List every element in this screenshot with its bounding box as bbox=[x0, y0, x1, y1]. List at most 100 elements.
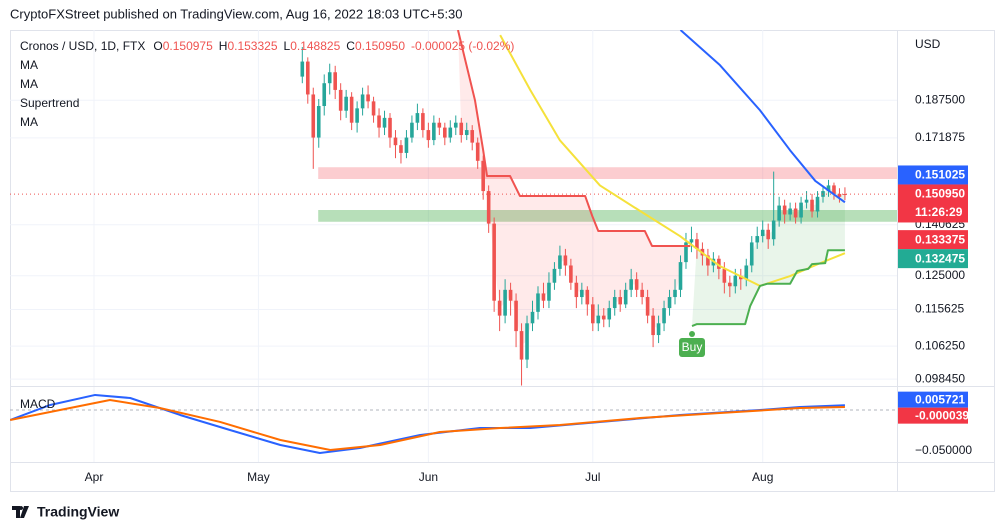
candle-body bbox=[689, 239, 694, 243]
grid bbox=[10, 30, 897, 462]
publish-header: CryptoFXStreet published on TradingView.… bbox=[10, 6, 463, 21]
candle-body bbox=[804, 199, 809, 203]
candle-body bbox=[634, 279, 639, 290]
candle-body bbox=[607, 308, 612, 320]
candle-body bbox=[393, 137, 398, 146]
candle-body bbox=[563, 255, 568, 266]
price-badge bbox=[898, 249, 968, 269]
candle-body bbox=[443, 127, 447, 138]
price-badge bbox=[898, 184, 968, 223]
candle-body bbox=[793, 208, 798, 218]
candle-body bbox=[475, 142, 480, 161]
macd-pane bbox=[10, 393, 897, 454]
candle-body bbox=[815, 196, 820, 212]
candle-body bbox=[470, 130, 475, 143]
candle-body bbox=[585, 289, 590, 305]
price-badge-label: 0.150950 bbox=[915, 187, 965, 201]
symbol-legend: Cronos / USD, 1D, FTX O0.150975 H0.153325 L… bbox=[20, 39, 514, 53]
price-pane bbox=[10, 30, 897, 386]
candle-body bbox=[404, 137, 409, 153]
candle-body bbox=[821, 191, 825, 197]
y-tick-label: 0.115625 bbox=[915, 302, 964, 316]
candle-body bbox=[448, 127, 453, 138]
candle-body bbox=[360, 94, 365, 109]
price-zone bbox=[318, 209, 897, 222]
candle-body bbox=[497, 300, 502, 316]
candle-body bbox=[366, 94, 370, 102]
candle-body bbox=[377, 115, 381, 128]
candle-body bbox=[596, 315, 601, 324]
footer-brand: TradingView bbox=[37, 504, 119, 520]
candle-body bbox=[749, 242, 754, 266]
candle-body bbox=[344, 96, 348, 111]
ohlc-value: 0.148825 bbox=[290, 39, 340, 53]
candle-body bbox=[536, 293, 540, 312]
candle-body bbox=[717, 258, 721, 269]
price-badge-timer: 11:26:29 bbox=[915, 205, 963, 219]
candle-body bbox=[673, 289, 677, 298]
indicator-label: Supertrend bbox=[20, 96, 79, 110]
candle-body bbox=[388, 117, 392, 138]
candle-body bbox=[382, 117, 387, 128]
candle-body bbox=[722, 268, 727, 283]
y-tick-label: 0.106250 bbox=[915, 338, 965, 352]
y-tick-label: 0.171875 bbox=[915, 130, 965, 144]
candle-body bbox=[525, 323, 529, 360]
candle-body bbox=[503, 289, 507, 316]
candle-body bbox=[771, 220, 776, 240]
candle-body bbox=[591, 304, 595, 324]
signal-dot bbox=[689, 331, 696, 338]
candle-body bbox=[760, 229, 765, 237]
pane-title: MACD bbox=[20, 397, 56, 411]
candle-body bbox=[300, 61, 305, 77]
y-tick-label: 0.187500 bbox=[915, 92, 965, 106]
ohlc-key: C bbox=[346, 39, 355, 53]
candle-body bbox=[788, 208, 792, 215]
candle-body bbox=[695, 239, 699, 249]
candle-body bbox=[810, 199, 814, 212]
ohlc-value: 0.150950 bbox=[355, 39, 405, 53]
indicator-label: MA bbox=[20, 58, 38, 72]
candle-body bbox=[486, 191, 491, 224]
candle-body bbox=[662, 308, 666, 324]
candle-body bbox=[733, 275, 738, 287]
candle-body bbox=[656, 323, 661, 336]
symbol-name: Cronos / USD, 1D, FTX bbox=[20, 39, 145, 53]
tradingview-logo bbox=[12, 506, 29, 518]
candle-body bbox=[355, 108, 359, 123]
candle-body bbox=[508, 289, 513, 301]
indicator-line bbox=[691, 249, 845, 327]
x-tick-label: May bbox=[247, 470, 270, 484]
indicator-label: MA bbox=[20, 77, 38, 91]
ohlc-value: 0.150975 bbox=[163, 39, 213, 53]
candle-body bbox=[371, 101, 376, 116]
y-tick-label: 0.098450 bbox=[915, 371, 965, 385]
ohlc-value: 0.153325 bbox=[227, 39, 277, 53]
candle-body bbox=[678, 262, 683, 290]
candle-body bbox=[799, 202, 803, 218]
candle-body bbox=[843, 194, 847, 196]
supertrend-fill bbox=[457, 30, 691, 346]
candle-body bbox=[426, 130, 431, 141]
candle-body bbox=[530, 311, 535, 324]
price-badge bbox=[898, 230, 968, 250]
candle-body bbox=[492, 223, 496, 301]
price-badge-label: 0.133375 bbox=[915, 232, 965, 246]
ohlc-key: L bbox=[284, 39, 291, 53]
candle-body bbox=[333, 72, 337, 90]
candle-body bbox=[514, 300, 518, 332]
candle-body bbox=[327, 72, 332, 84]
candle-body bbox=[640, 289, 644, 298]
candle-body bbox=[755, 236, 760, 243]
signal-label: Buy bbox=[682, 340, 703, 354]
candle-body bbox=[777, 205, 781, 221]
currency-label: USD bbox=[915, 37, 941, 51]
candle-body bbox=[782, 205, 787, 215]
candle-body bbox=[623, 289, 628, 305]
indicator-label: MA bbox=[20, 115, 38, 129]
candle-body bbox=[464, 130, 469, 136]
candle-body bbox=[667, 297, 672, 309]
